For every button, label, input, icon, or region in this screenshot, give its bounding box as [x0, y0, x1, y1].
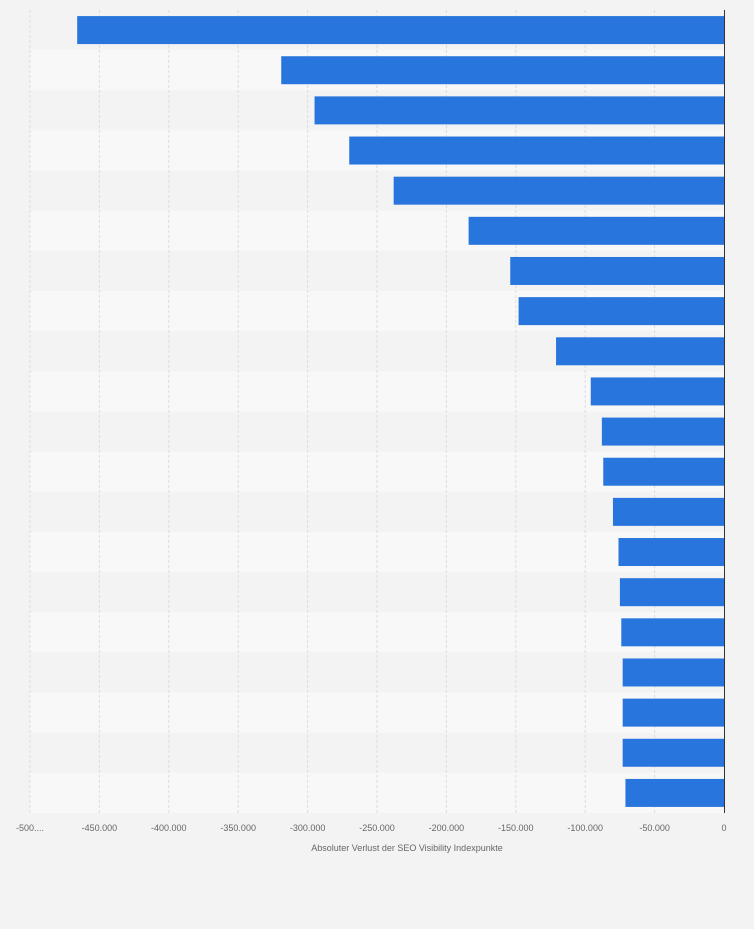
x-tick-label: -200.000: [429, 823, 465, 833]
gridlines: [29, 10, 656, 813]
bar[interactable]: [625, 778, 724, 807]
x-tick-label: -450.000: [82, 823, 118, 833]
x-tick-label: -50.000: [639, 823, 670, 833]
x-tick-label: -250.000: [359, 823, 395, 833]
x-tick-label: -400.000: [151, 823, 187, 833]
bar[interactable]: [618, 538, 724, 567]
x-tick-label: -500....: [16, 823, 44, 833]
bar[interactable]: [622, 698, 724, 727]
bar[interactable]: [619, 578, 724, 607]
bar[interactable]: [621, 618, 724, 647]
bar[interactable]: [510, 256, 724, 285]
bar[interactable]: [281, 56, 724, 85]
x-tick-label: -150.000: [498, 823, 534, 833]
bar[interactable]: [393, 176, 724, 205]
x-axis-ticks: -500.... -450.000 -400.000 -350.000 -300.000…: [16, 823, 727, 833]
bar[interactable]: [556, 337, 724, 366]
x-tick-label: 0: [721, 823, 726, 833]
x-axis-title: Absoluter Verlust der SEO Visibility Ind…: [311, 843, 502, 853]
x-tick-label: -100.000: [567, 823, 603, 833]
bar[interactable]: [349, 136, 724, 165]
bars: [77, 16, 724, 807]
bar[interactable]: [590, 377, 724, 406]
bar[interactable]: [603, 457, 724, 486]
bar[interactable]: [77, 16, 724, 45]
bar[interactable]: [612, 497, 724, 526]
x-tick-label: -350.000: [220, 823, 256, 833]
bar[interactable]: [468, 216, 724, 245]
bar[interactable]: [622, 738, 724, 767]
bar[interactable]: [518, 297, 724, 326]
x-tick-label: -300.000: [290, 823, 326, 833]
bar[interactable]: [622, 658, 724, 687]
bar[interactable]: [314, 96, 724, 125]
bar[interactable]: [601, 417, 724, 446]
